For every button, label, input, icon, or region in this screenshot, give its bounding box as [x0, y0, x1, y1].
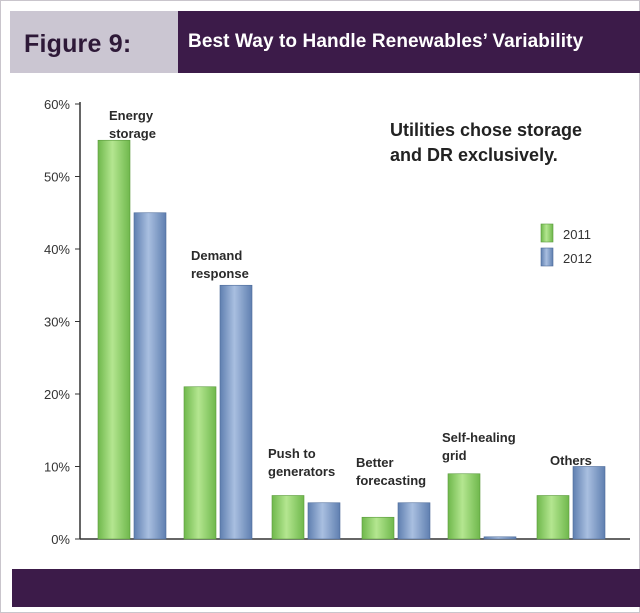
bar-2012-3	[397, 502, 431, 540]
category-label-line: generators	[268, 464, 335, 479]
y-tick-label: 50%	[44, 170, 70, 185]
category-label-line: storage	[109, 126, 156, 141]
category-label: Demand response	[191, 248, 249, 281]
legend-label-2011: 2011	[563, 227, 591, 242]
chart-annotation-line: Utilities chose storage	[390, 120, 582, 140]
category-label: Push to generators	[268, 446, 335, 479]
figure-title-panel	[178, 11, 640, 73]
bar-2012-1	[219, 284, 253, 540]
figure-number-panel	[10, 11, 178, 73]
category-label-line: Demand	[191, 248, 242, 263]
category-label: Others	[550, 453, 592, 468]
bar-2012-2	[307, 502, 341, 540]
y-tick-label: 60%	[44, 97, 70, 112]
category-label-line: Better	[356, 455, 394, 470]
y-tick-label: 10%	[44, 460, 70, 475]
footer-bar	[12, 569, 640, 607]
category-label-line: Self-healing	[442, 430, 516, 445]
legend-swatch-2011	[540, 223, 554, 243]
chart-annotation: Utilities chose storage and DR exclusivel…	[390, 120, 582, 165]
category-label-line: Energy	[109, 108, 154, 123]
bar-2011-0	[97, 139, 131, 540]
category-label-line: Push to	[268, 446, 316, 461]
bar-2011-3	[361, 516, 395, 540]
figure-number: Figure 9:	[24, 30, 132, 58]
bar-2012-5	[572, 466, 606, 540]
bar-2011-2	[271, 495, 305, 540]
category-label: Self-healing grid	[442, 430, 516, 463]
y-tick-label: 40%	[44, 242, 70, 257]
legend-label-2012: 2012	[563, 251, 592, 266]
bar-2012-0	[133, 212, 167, 540]
category-label: Better forecasting	[356, 455, 426, 488]
bar-2011-4	[447, 473, 481, 540]
y-tick-label: 0%	[51, 532, 70, 547]
bar-2012-4	[483, 536, 517, 540]
y-tick-label: 20%	[44, 387, 70, 402]
category-label-line: grid	[442, 448, 467, 463]
category-label-line: Others	[550, 453, 592, 468]
category-label-line: forecasting	[356, 473, 426, 488]
bar-2011-5	[536, 495, 570, 540]
chart-annotation-line: and DR exclusively.	[390, 145, 558, 165]
category-label: Energy storage	[109, 108, 156, 141]
y-tick-label: 30%	[44, 315, 70, 330]
figure-title: Best Way to Handle Renewables’ Variabili…	[188, 31, 584, 52]
bar-2011-1	[183, 386, 217, 540]
category-label-line: response	[191, 266, 249, 281]
legend-swatch-2012	[540, 247, 554, 267]
